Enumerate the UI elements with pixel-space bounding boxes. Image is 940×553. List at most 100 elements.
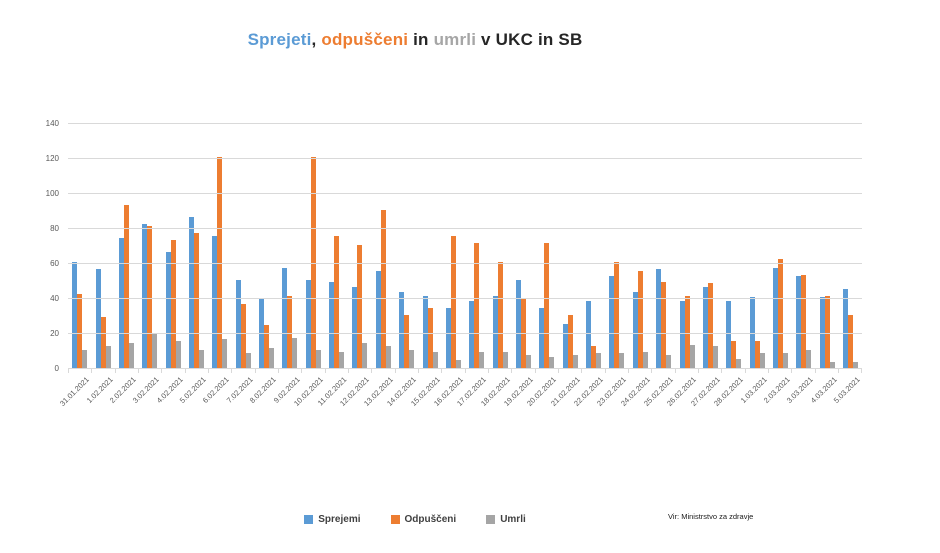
bar-umrli xyxy=(853,362,859,369)
bar-odpueni xyxy=(287,295,293,369)
axis-tick xyxy=(629,369,653,373)
bar-odpueni xyxy=(824,295,830,369)
bar-odpueni xyxy=(193,232,199,369)
bar-group xyxy=(138,124,161,369)
bar-sprejemi xyxy=(656,269,662,369)
bar-odpueni xyxy=(637,271,643,369)
bar-group xyxy=(442,124,465,369)
bar-sprejemi xyxy=(843,288,849,369)
axis-tick xyxy=(92,369,116,373)
bar-sprejemi xyxy=(259,299,265,369)
bar-sprejemi xyxy=(445,307,451,369)
bar-group xyxy=(605,124,628,369)
bar-sprejemi xyxy=(188,216,194,369)
axis-tick xyxy=(256,369,279,373)
x-label-cell: 5.03.2021 xyxy=(832,369,862,429)
axis-tick xyxy=(116,369,139,373)
axis-tick xyxy=(536,369,559,373)
bar-umrli xyxy=(526,355,531,369)
bar-group xyxy=(629,124,652,369)
bar-sprejemi xyxy=(586,300,592,369)
bar-sprejemi xyxy=(609,276,615,369)
axis-tick xyxy=(816,369,839,373)
axis-tick xyxy=(396,369,419,373)
title-part: Sprejeti xyxy=(247,30,312,49)
bar-sprejemi xyxy=(72,262,78,369)
y-axis-label: 140 xyxy=(45,119,59,128)
title-part: , xyxy=(311,30,322,49)
bar-umrli xyxy=(339,351,345,369)
axis-tick xyxy=(652,369,676,373)
bar-umrli xyxy=(455,360,461,369)
bar-group xyxy=(488,124,511,369)
legend-label: Umrli xyxy=(500,514,526,525)
bar-group xyxy=(255,124,278,369)
bar-sprejemi xyxy=(702,286,708,369)
bar-umrli xyxy=(175,341,181,369)
bar-group xyxy=(699,124,722,369)
bar-odpueni xyxy=(474,243,480,369)
bar-sprejemi xyxy=(469,300,475,369)
axis-tick xyxy=(769,369,793,373)
gridline xyxy=(68,123,862,124)
bar-odpueni xyxy=(754,341,760,369)
bar-umrli xyxy=(549,356,555,369)
axis-tick xyxy=(676,369,699,373)
bar-sprejemi xyxy=(399,292,405,369)
bar-umrli xyxy=(502,351,508,369)
bar-group xyxy=(559,124,582,369)
bar-odpueni xyxy=(404,314,410,369)
bar-group xyxy=(652,124,675,369)
bar-group xyxy=(185,124,208,369)
bar-umrli xyxy=(269,348,275,369)
legend: Sprejemi Odpuščeni Umrli xyxy=(0,514,830,525)
y-axis-label: 80 xyxy=(50,224,59,233)
axis-tick xyxy=(559,369,583,373)
legend-item-umrli: Umrli xyxy=(486,514,526,525)
bar-sprejemi xyxy=(329,281,335,369)
gridline xyxy=(68,263,862,264)
bar-umrli xyxy=(829,362,835,369)
bar-odpueni xyxy=(848,314,854,369)
bar-odpueni xyxy=(380,209,386,369)
x-axis-ticks xyxy=(68,369,863,373)
bar-group xyxy=(372,124,395,369)
bar-umrli xyxy=(736,358,742,369)
bar-umrli xyxy=(245,353,251,369)
bar-odpueni xyxy=(567,314,573,369)
axis-tick xyxy=(232,369,256,373)
bar-umrli xyxy=(572,355,578,369)
x-axis-label: 31.01.2021 xyxy=(58,375,92,408)
bar-umrli xyxy=(712,346,718,369)
plot-area: 31.01.2021 1.02.2021 2.02.2021 3.02.2021 4.0… xyxy=(46,120,863,408)
gridline xyxy=(68,228,862,229)
bar-group xyxy=(839,124,862,369)
y-axis-label: 120 xyxy=(45,154,59,163)
x-axis-labels: 31.01.2021 1.02.2021 2.02.2021 3.02.2021 4.0… xyxy=(58,369,862,429)
bar-sprejemi xyxy=(235,279,241,369)
legend-item-odpueni: Odpuščeni xyxy=(390,514,456,525)
axis-tick xyxy=(326,369,349,373)
bar-sprejemi xyxy=(142,223,148,369)
bar-odpueni xyxy=(264,325,270,369)
legend-swatch-icon xyxy=(304,515,314,524)
bar-group xyxy=(512,124,535,369)
bar-sprejemi xyxy=(772,267,778,369)
bar-umrli xyxy=(666,355,672,369)
bar-group xyxy=(68,124,91,369)
axis-tick xyxy=(606,369,629,373)
bar-sprejemi xyxy=(516,279,521,369)
axis-tick xyxy=(139,369,163,373)
axis-tick xyxy=(419,369,443,373)
bar-sprejemi xyxy=(539,307,545,369)
bar-umrli xyxy=(479,351,485,369)
axis-tick xyxy=(512,369,536,373)
bar-group xyxy=(792,124,815,369)
bar-umrli xyxy=(642,351,648,369)
bar-odpueni xyxy=(497,262,503,369)
bar-sprejemi xyxy=(352,286,358,369)
bar-umrli xyxy=(82,349,88,369)
axis-tick xyxy=(746,369,769,373)
bar-umrli xyxy=(222,339,228,369)
